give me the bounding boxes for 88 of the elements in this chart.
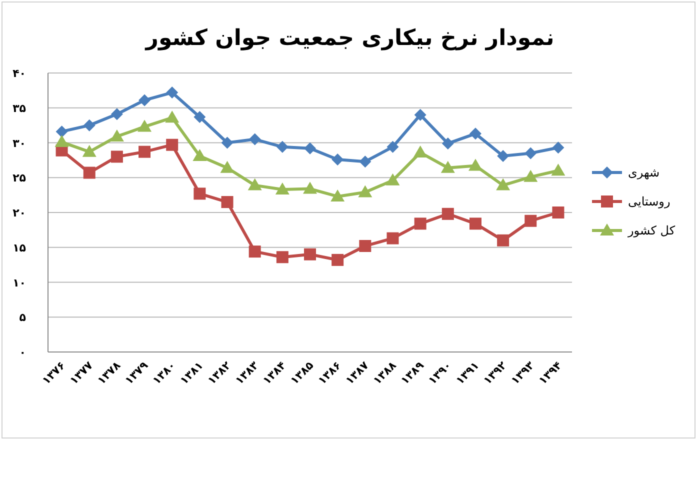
point xyxy=(248,178,262,190)
point xyxy=(524,214,537,227)
x-tick-label: ۱۳۸۵ xyxy=(288,358,316,388)
chart-title: نمودار نرخ بیکاری جمعیت جوان کشور xyxy=(144,26,554,51)
point xyxy=(442,208,454,220)
point xyxy=(221,196,234,208)
point xyxy=(275,182,290,194)
legend-label: کل کشور xyxy=(627,224,676,238)
point xyxy=(248,246,261,258)
x-tick-label: ۱۳۸۰ xyxy=(150,358,178,388)
legend-label: شهری xyxy=(628,166,660,180)
y-tick-label: ۳۵ xyxy=(12,102,26,115)
x-tick-label: ۱۳۸۷ xyxy=(343,358,372,388)
point xyxy=(469,218,482,230)
point xyxy=(551,164,566,176)
point xyxy=(138,94,151,106)
point xyxy=(414,108,426,121)
point xyxy=(220,160,234,173)
x-tick-label: ۱۳۸۸ xyxy=(370,358,400,388)
x-tick-label: ۱۳۹۳ xyxy=(508,358,537,388)
point xyxy=(414,218,426,230)
y-tick-label: ۴۰ xyxy=(12,67,26,80)
point xyxy=(304,248,316,260)
legend-label: روستایی xyxy=(628,194,670,208)
y-tick-label: ۲۵ xyxy=(12,172,26,185)
x-tick-label: ۱۳۹۲ xyxy=(480,358,510,388)
point xyxy=(304,142,316,154)
point xyxy=(166,86,178,99)
x-tick-label: ۱۳۹۱ xyxy=(453,358,482,388)
y-tick-label: ۱۵ xyxy=(12,241,26,254)
point xyxy=(110,129,124,142)
x-tick-label: ۱۳۷۶ xyxy=(40,358,68,388)
x-tick-label: ۱۳۸۲ xyxy=(205,358,234,388)
point xyxy=(82,144,96,157)
point xyxy=(468,158,482,171)
point xyxy=(110,150,123,163)
x-tick-label: ۱۳۸۴ xyxy=(260,358,289,388)
x-tick-label: ۱۳۸۹ xyxy=(398,358,427,388)
point xyxy=(276,140,288,153)
point xyxy=(138,120,152,132)
point xyxy=(442,137,454,150)
point xyxy=(386,140,399,153)
point xyxy=(358,185,372,198)
point xyxy=(440,160,455,173)
point xyxy=(386,232,399,244)
point xyxy=(56,126,68,138)
point xyxy=(386,173,400,186)
point xyxy=(83,166,96,179)
x-tick-label: ۱۳۸۶ xyxy=(316,358,344,388)
point xyxy=(83,119,96,132)
point xyxy=(524,170,538,182)
point xyxy=(192,149,207,162)
point xyxy=(552,142,564,154)
point xyxy=(413,146,428,158)
point xyxy=(330,189,345,202)
y-tick-label: ۵ xyxy=(19,311,26,324)
y-tick-label: ۱۰ xyxy=(12,276,26,290)
point xyxy=(496,178,510,190)
point xyxy=(276,251,288,264)
point xyxy=(303,182,317,194)
point xyxy=(524,147,537,160)
point xyxy=(359,156,372,168)
point xyxy=(497,150,510,162)
point xyxy=(497,234,510,246)
x-tick-label: ۱۳۹۰ xyxy=(426,358,454,388)
x-tick-label: ۱۳۷۹ xyxy=(122,358,151,388)
x-tick-label: ۱۳۸۳ xyxy=(232,358,262,388)
point xyxy=(221,136,234,149)
point xyxy=(332,153,344,166)
point xyxy=(110,108,123,120)
x-tick-label: ۱۳۷۷ xyxy=(67,358,96,388)
point xyxy=(194,188,206,200)
point xyxy=(166,138,178,151)
y-tick-label: ۲۰ xyxy=(12,206,26,220)
point xyxy=(552,206,564,218)
x-tick-label: ۱۳۸۱ xyxy=(178,358,206,388)
point xyxy=(469,128,482,140)
y-tick-label: ۰ xyxy=(19,346,26,359)
point xyxy=(359,240,372,252)
point xyxy=(54,135,69,148)
point xyxy=(332,254,344,266)
y-tick-label: ۳۰ xyxy=(12,136,26,150)
point xyxy=(194,110,206,123)
x-tick-label: ۱۳۹۴ xyxy=(536,358,565,388)
point xyxy=(165,110,180,123)
point xyxy=(138,146,151,158)
x-tick-label: ۱۳۷۸ xyxy=(94,358,124,388)
point xyxy=(248,133,261,146)
